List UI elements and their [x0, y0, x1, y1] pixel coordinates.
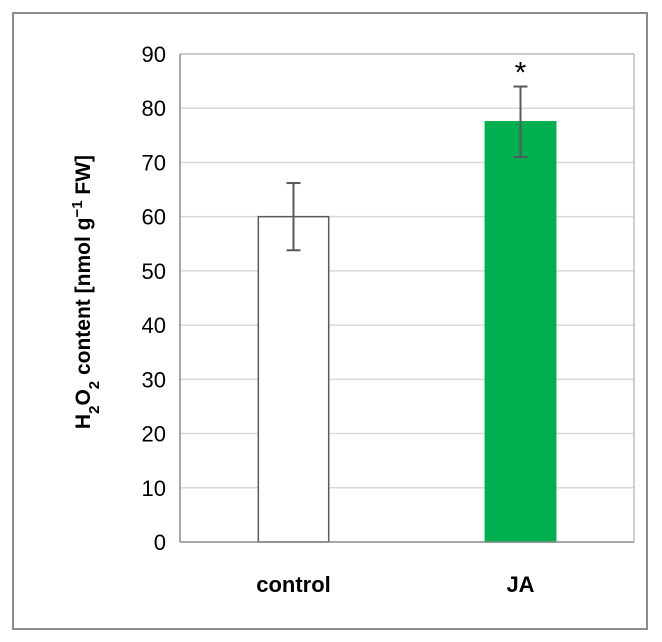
y-tick-label: 70 — [142, 150, 166, 175]
y-tick-label: 90 — [142, 42, 166, 67]
y-tick-label: 40 — [142, 313, 166, 338]
axes — [179, 53, 635, 543]
x-tick-label: JA — [506, 572, 534, 597]
bars — [257, 85, 557, 543]
chart-frame: 0 10 20 30 40 50 60 70 80 90 control * JA H2O2 conte… — [12, 12, 648, 630]
y-tick-label: 50 — [142, 259, 166, 284]
y-tick-label: 80 — [142, 96, 166, 121]
y-axis-label: H2O2 content [nmol g−1 FW] — [69, 155, 103, 429]
labels: 0 10 20 30 40 50 60 70 80 90 control * JA — [142, 42, 535, 597]
y-tick-label: 60 — [142, 205, 166, 230]
bar-chart: 0 10 20 30 40 50 60 70 80 90 control * JA H2O2 conte… — [69, 42, 635, 597]
gridlines — [180, 53, 634, 489]
significance-marker: * — [515, 57, 527, 90]
bar-ja — [484, 121, 557, 543]
bar-control — [257, 215, 330, 543]
y-tick-label: 0 — [154, 530, 166, 555]
y-tick-label: 10 — [142, 476, 166, 501]
y-tick-label: 20 — [142, 422, 166, 447]
x-tick-label: control — [256, 572, 331, 597]
y-tick-label: 30 — [142, 367, 166, 392]
